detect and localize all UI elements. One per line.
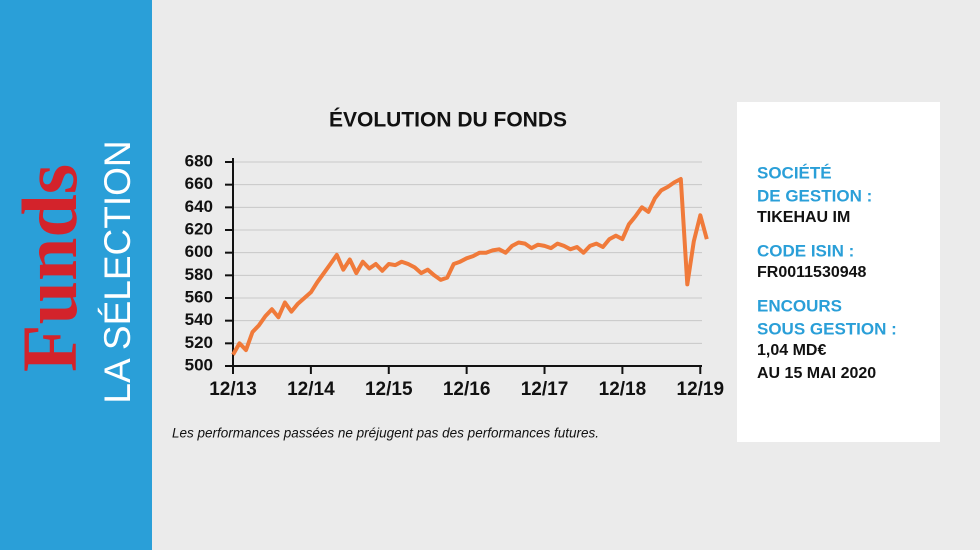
y-tick-label: 580 [185,265,213,284]
y-tick-label: 500 [185,355,213,374]
info-label: SOUS GESTION : [757,319,897,338]
info-value: TIKEHAU IM [757,209,850,226]
data-line [231,177,709,356]
sidebar [0,0,152,550]
brand: Funds [6,164,93,372]
x-tick-label: 12/16 [443,379,491,400]
y-tick-label: 560 [185,287,213,306]
chart-title: ÉVOLUTION DU FONDS [329,109,567,132]
y-tick-label: 660 [185,174,213,193]
info-value: 1,04 MD€ [757,342,826,359]
x-tick-label: 12/13 [209,379,257,400]
info-box [737,102,940,442]
y-tick-label: 640 [185,197,213,216]
info-label: SOCIÉTÉ [757,163,832,182]
x-tick-label: 12/15 [365,379,413,400]
y-tick-label: 540 [185,310,213,329]
info-value: AU 15 MAI 2020 [757,365,876,382]
x-tick-label: 12/17 [521,379,569,400]
y-tick-label: 600 [185,242,213,261]
x-tick-label: 12/18 [599,379,647,400]
chart-note: Les performances passées ne préjugent pa… [172,426,599,441]
info: SOCIÉTÉ DE GESTION : TIKEHAU IM CODE ISIN :… [757,163,897,382]
info-label: CODE ISIN : [757,241,854,260]
info-value: FR0011530948 [757,264,867,281]
y-tick-label: 620 [185,219,213,238]
info-label: DE GESTION : [757,186,872,205]
y-tick-label: 520 [185,333,213,352]
plot: 500 520 540 560 580 600 620 640 660 680 12/13 12/14… [185,151,724,400]
y-tick-label: 680 [185,151,213,170]
x-tick-label: 12/14 [287,379,335,400]
plot-area [233,162,702,366]
info-label: ENCOURS [757,296,842,315]
x-tick-label: 12/19 [677,379,725,400]
subtitle: LA SÉLECTION [97,140,138,403]
